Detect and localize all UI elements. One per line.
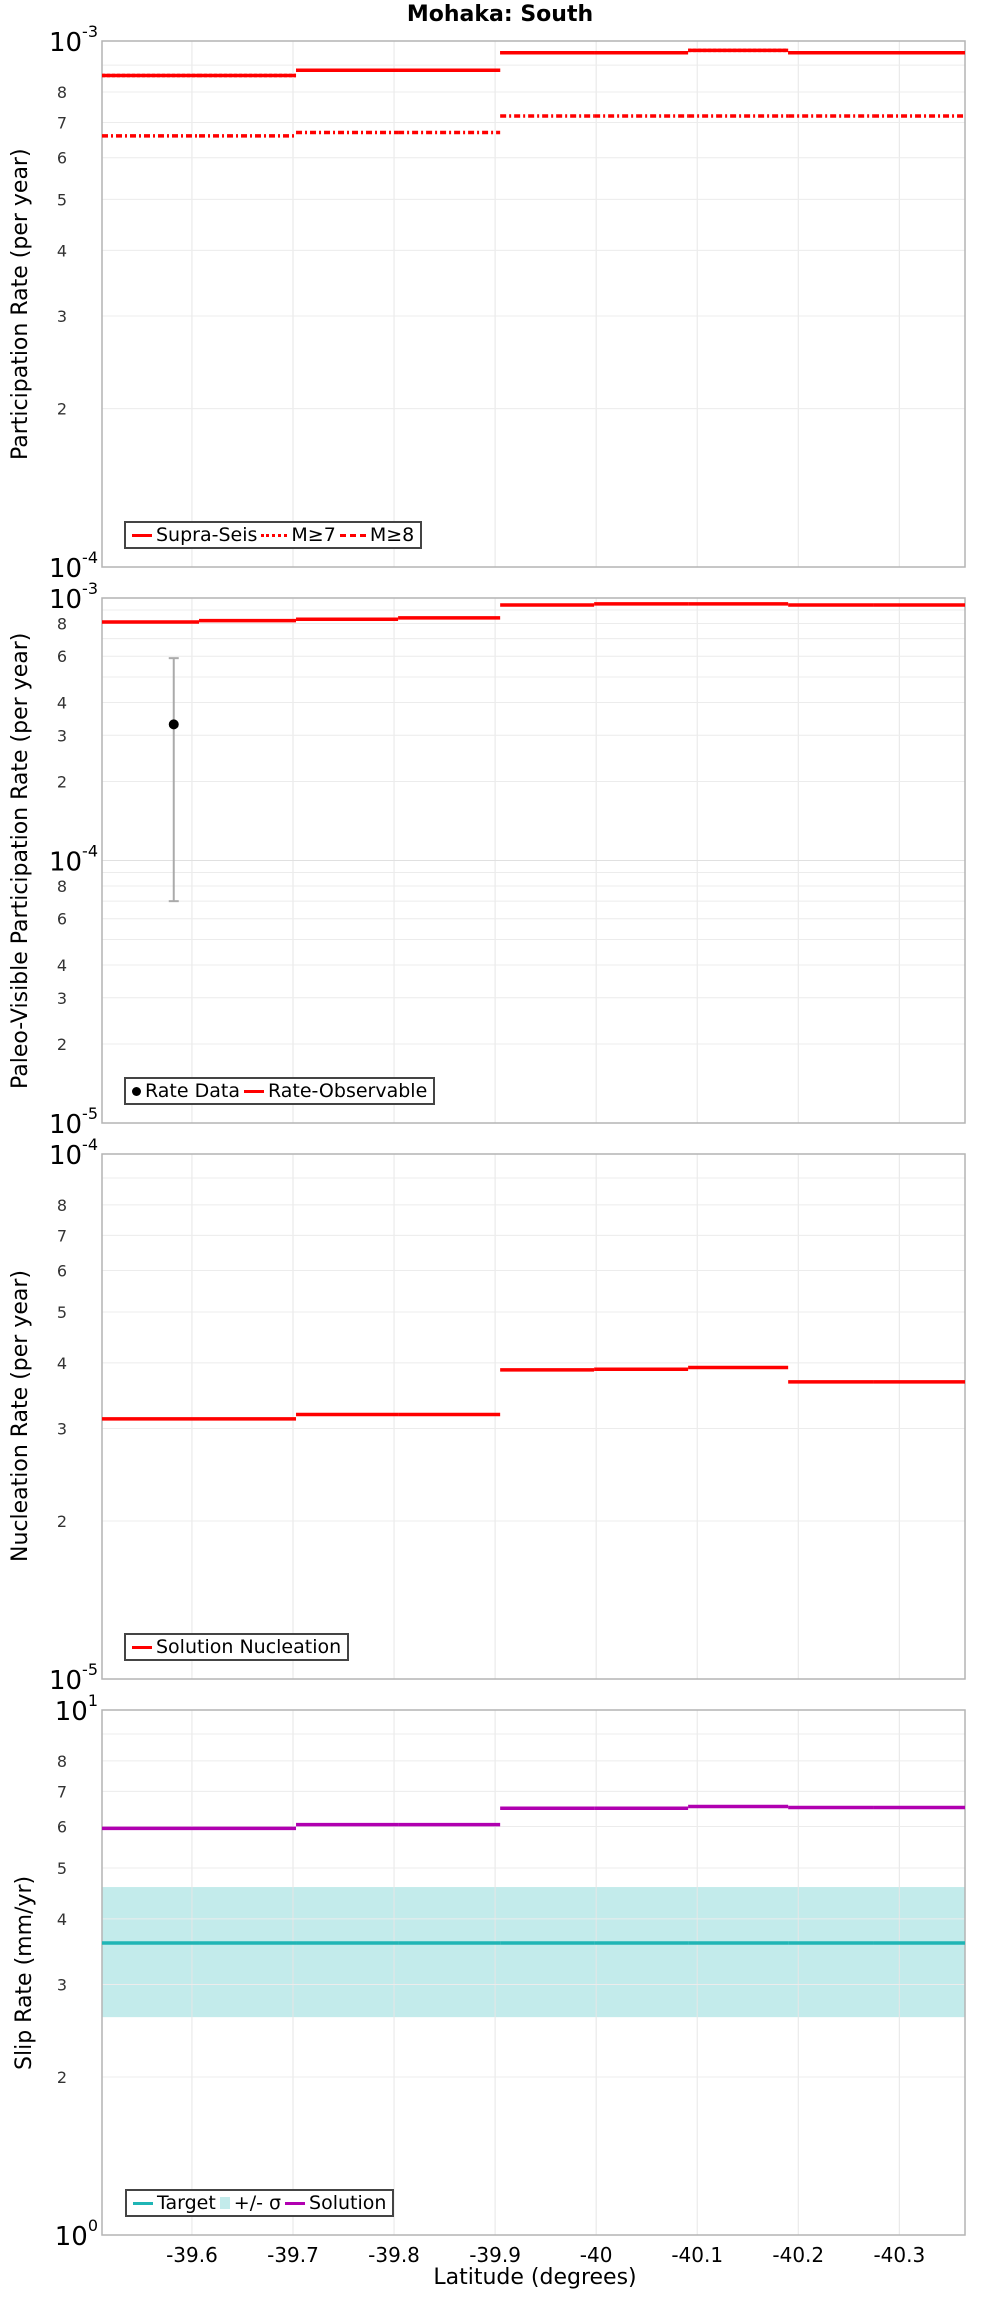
plot-frame	[101, 597, 966, 1124]
legend-label: +/- σ	[233, 2192, 282, 2214]
x-tick-label: -39.8	[368, 2243, 420, 2267]
y-tick-label: 2	[57, 1512, 67, 1531]
legend-label: M≥8	[369, 524, 415, 546]
sigma-band	[102, 1887, 965, 2018]
y-tick-label: 2	[57, 2068, 67, 2087]
y-tick-label: 2	[57, 772, 67, 791]
y-tick-label: 7	[57, 1226, 67, 1245]
x-tick-label: -40.1	[671, 2243, 724, 2267]
y-axis-label: Slip Rate (mm/yr)	[12, 1875, 37, 2070]
y-tick-label: 3	[57, 1976, 67, 1995]
y-decade-label: 10-4	[49, 842, 98, 878]
legend-label: Solution Nucleation	[156, 1636, 342, 1658]
y-tick-label: 3	[57, 307, 67, 326]
legend-label: M≥7	[291, 524, 336, 546]
y-decade-label: 101	[55, 1691, 98, 1727]
y-tick-label: 2	[57, 400, 67, 419]
y-tick-label: 4	[57, 956, 67, 975]
rate-data-point	[168, 719, 179, 730]
y-tick-label: 5	[57, 1303, 67, 1322]
y-tick-label: 8	[57, 83, 67, 102]
legend-label: Target	[157, 2192, 216, 2214]
legend-swatch-icon	[261, 533, 288, 537]
panel-1: 2 3 4 5 6 7 8 10-3 10-4	[49, 22, 966, 584]
legend-swatch-icon	[133, 2201, 153, 2205]
y-tick-label: 6	[57, 1261, 67, 1280]
legend-swatch-icon	[339, 533, 366, 537]
y-decade-label: 10-5	[49, 1660, 98, 1696]
y-decade-label: 10-3	[49, 579, 98, 615]
legend-swatch-icon	[219, 2197, 230, 2209]
y-tick-label: 4	[57, 1910, 67, 1929]
y-tick-label: 2	[57, 1035, 67, 1054]
y-tick-label: 8	[57, 1752, 67, 1771]
plot-frame	[101, 40, 966, 568]
x-tick-label: -39.9	[469, 2243, 521, 2267]
y-axis-label: Paleo-Visible Participation Rate (per ye…	[8, 632, 33, 1089]
y-tick-label: 6	[57, 149, 67, 168]
legend-label: Solution	[309, 2192, 387, 2214]
x-tick-label: -39.6	[166, 2243, 218, 2267]
panel-3: 2 3 4 5 6 7 8 10-4 10-5	[49, 1135, 966, 1696]
legend-swatch-icon	[132, 533, 152, 537]
y-decade-label: 10-4	[49, 1135, 98, 1171]
y-tick-label: 3	[57, 989, 67, 1008]
legend-label: Supra-Seis	[156, 524, 258, 546]
y-tick-label: 5	[57, 190, 67, 209]
y-tick-label: 5	[57, 1859, 67, 1878]
y-tick-label: 4	[57, 1354, 67, 1373]
legend-label: Rate-Observable	[267, 1080, 428, 1102]
chart-title: Mohaka: South	[406, 2, 594, 27]
y-tick-label: 7	[57, 113, 67, 132]
y-decade-label: 10-5	[49, 1104, 98, 1140]
legend-swatch-icon	[285, 2201, 306, 2205]
legend-swatch-icon	[132, 1086, 141, 1096]
y-decade-label: 10-3	[49, 22, 98, 58]
y-decade-label: 100	[55, 2216, 98, 2252]
y-tick-label: 4	[57, 693, 67, 712]
y-axis-label: Nucleation Rate (per year)	[8, 1270, 33, 1563]
plot-frame	[101, 1153, 966, 1680]
legend-swatch-icon	[132, 1645, 152, 1649]
x-tick-label: -40.3	[873, 2243, 926, 2267]
y-tick-label: 8	[57, 614, 67, 633]
y-axis-label: Participation Rate (per year)	[8, 148, 33, 460]
y-tick-label: 8	[57, 877, 67, 896]
y-tick-label: 6	[57, 910, 67, 929]
x-axis-title: Latitude (degrees)	[433, 2265, 637, 2290]
legend: Solution Nucleation	[124, 1633, 350, 1661]
plot-frame	[101, 1709, 966, 2236]
legend-swatch-icon	[243, 1089, 264, 1093]
x-tick-label: -39.7	[267, 2243, 319, 2267]
y-tick-label: 3	[57, 726, 67, 745]
legend: Rate Data Rate-Observable	[124, 1077, 436, 1105]
x-tick-label: -40	[579, 2243, 613, 2267]
y-tick-label: 7	[57, 1782, 67, 1801]
y-tick-label: 6	[57, 1817, 67, 1836]
y-tick-label: 6	[57, 647, 67, 666]
y-tick-label: 4	[57, 241, 67, 260]
legend-label: Rate Data	[145, 1080, 240, 1102]
y-tick-label: 8	[57, 1196, 67, 1215]
y-decade-label: 10-4	[49, 548, 98, 584]
x-tick-label: -40.2	[772, 2243, 825, 2267]
y-tick-label: 3	[57, 1420, 67, 1439]
legend: Target +/- σ Solution	[125, 2189, 395, 2217]
legend: Supra-Seis M≥7 M≥8	[124, 521, 423, 549]
panel-4: 2 3 4 5 6 7 8 101 100	[55, 1691, 966, 2252]
